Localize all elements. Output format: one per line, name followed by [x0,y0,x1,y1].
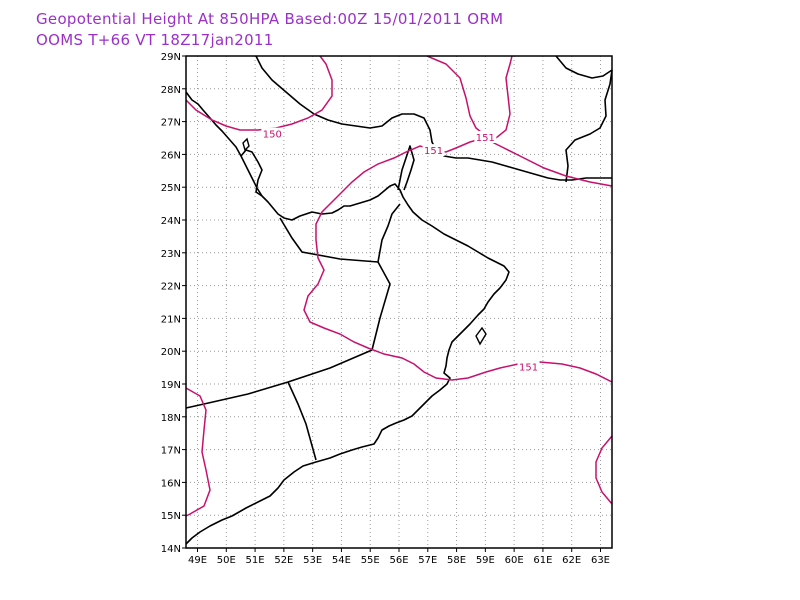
contour-label-bg [474,131,497,143]
saudi-yemen-border [185,349,373,409]
iran-coastline [255,55,612,181]
contour-150-north [185,55,333,131]
lon-tick-label: 55E [361,555,380,566]
masirah-island [475,326,487,346]
contour-label: 150 [263,130,282,141]
map-title: Geopotential Height At 850HPA Based:00Z … [36,10,504,28]
contour-151-west [185,387,211,517]
coastlines [185,55,613,545]
lat-tick-label: 17N [161,446,181,457]
map-subtitle: OOMS T+66 VT 18Z17jan2011 [36,31,274,49]
contour-label: 151 [519,363,538,374]
contour-label: 151 [424,146,443,157]
contour-151-east [595,435,613,505]
lon-tick-label: 60E [505,555,524,566]
axis-tick-labels: 49E 50E 51E 52E 53E 54E 55E 56E 57E 58E 59E 60E 61E 6… [161,52,610,566]
lat-tick-label: 15N [161,511,181,522]
lon-tick-label: 51E [246,555,265,566]
lon-tick-label: 58E [447,555,466,566]
lon-tick-label: 61E [533,555,552,566]
lon-tick-label: 54E [332,555,351,566]
qatar-peninsula [240,149,263,197]
musandam-peninsula [397,145,415,191]
lat-tick-label: 28N [161,85,181,96]
islands [242,137,487,346]
lon-tick-label: 53E [303,555,322,566]
uae-oman-border [377,203,401,263]
oman-yemen-border [287,381,317,461]
contour-labels: 150 151 151 151 [261,127,540,374]
contour-label: 151 [476,133,495,144]
iran-pakistan-border [565,69,613,183]
saudi-oman-border [371,261,391,351]
lon-tick-label: 56E [389,555,408,566]
contour-151-gulf [426,55,513,139]
lon-tick-label: 52E [274,555,293,566]
lat-tick-label: 20N [161,347,181,358]
lat-tick-label: 27N [161,118,181,129]
lon-tick-label: 49E [188,555,207,566]
lat-tick-label: 21N [161,314,181,325]
lon-tick-label: 59E [476,555,495,566]
lat-tick-label: 29N [161,52,181,63]
saudi-qatar-uae-border [279,217,379,263]
lon-tick-label: 50E [217,555,236,566]
arabia-coastline [185,91,510,545]
contour-label-bg [517,360,540,373]
lat-tick-label: 26N [161,150,181,161]
lon-tick-label: 57E [418,555,437,566]
contour-label-bg [261,127,284,140]
contour-label-bg [422,144,445,157]
country-borders [185,203,401,461]
lat-tick-label: 18N [161,413,181,424]
lon-tick-label: 62E [562,555,581,566]
lon-tick-label: 63E [591,555,610,566]
lat-tick-label: 14N [161,544,181,555]
bahrain-island [242,137,250,152]
pakistan-afghanistan-border [555,55,613,79]
lat-tick-label: 25N [161,183,181,194]
contour-151-main [303,137,613,383]
lat-tick-label: 16N [161,478,181,489]
lat-tick-label: 23N [161,249,181,260]
lat-tick-label: 22N [161,282,181,293]
lat-tick-label: 24N [161,216,181,227]
lat-tick-label: 19N [161,380,181,391]
